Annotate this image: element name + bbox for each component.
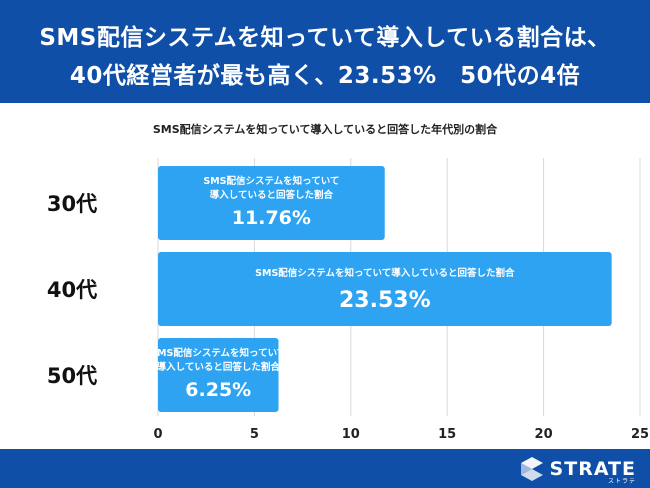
category-label-0: 30代 xyxy=(47,192,97,216)
bar-0 xyxy=(158,166,385,240)
bar-caption-line1-1: SMS配信システムを知っていて導入していると回答した割合 xyxy=(255,267,515,279)
x-tick-label-0: 0 xyxy=(153,427,162,442)
data-label-1: 23.53% xyxy=(339,288,431,313)
data-label-2: 6.25% xyxy=(185,379,251,401)
strate-logo: STRATE ストラテ xyxy=(520,455,636,485)
x-tick-label-15: 15 xyxy=(438,427,456,442)
bar-caption-line1-2: SMS配信システムを知っていて xyxy=(150,347,286,359)
x-tick-label-5: 5 xyxy=(250,427,259,442)
logo-text: STRATE xyxy=(549,458,636,480)
x-tick-label-10: 10 xyxy=(342,427,360,442)
bar-2 xyxy=(158,338,279,412)
bar-caption-line1-0: SMS配信システムを知っていて xyxy=(203,175,339,187)
x-tick-label-25: 25 xyxy=(631,427,649,442)
strate-logo-icon xyxy=(520,457,543,481)
bar-caption-line2-2: 導入していると回答した割合 xyxy=(157,361,281,373)
category-label-1: 40代 xyxy=(47,278,97,302)
headline-line-1: SMS配信システムを知っていて導入している割合は、 xyxy=(39,25,611,51)
bar-1 xyxy=(158,252,612,326)
data-label-0: 11.76% xyxy=(232,207,311,229)
bar-chart: 0 5 10 15 20 2530代SMS配信システムを知っていて導入していると回答した割… xyxy=(47,158,649,442)
footer-bar: STRATE ストラテ xyxy=(0,449,650,488)
bar-caption-line2-0: 導入していると回答した割合 xyxy=(210,189,334,201)
header-banner: SMS配信システムを知っていて導入している割合は、 40代経営者が最も高く、23… xyxy=(0,0,650,103)
logo-subtext: ストラテ xyxy=(607,478,636,485)
x-tick-label-20: 20 xyxy=(535,427,553,442)
chart-title: SMS配信システムを知っていて導入していると回答した年代別の割合 xyxy=(152,123,498,136)
category-label-2: 50代 xyxy=(47,364,97,388)
headline-line-2: 40代経営者が最も高く、23.53% 50代の4倍 xyxy=(69,63,581,89)
